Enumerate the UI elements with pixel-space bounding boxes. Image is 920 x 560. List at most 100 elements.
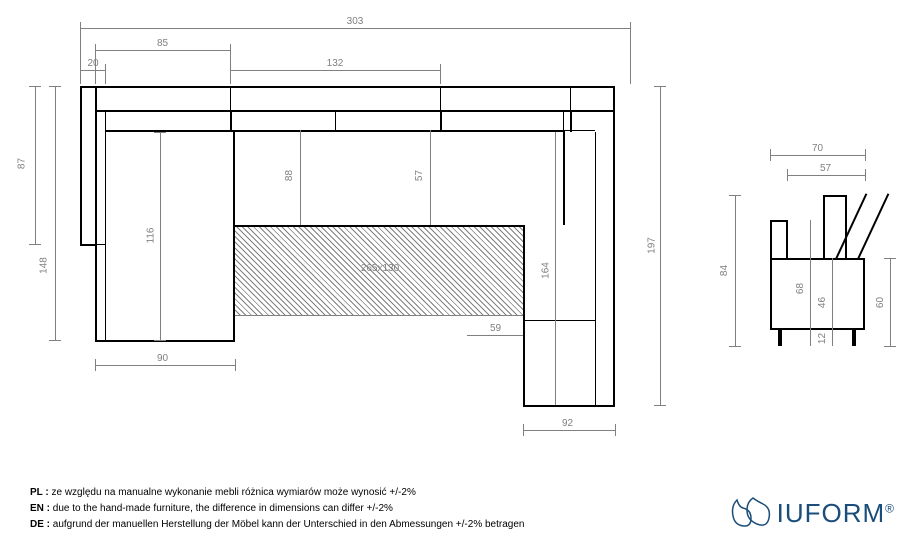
dim-20: 20 — [83, 58, 103, 69]
sofa-outline — [95, 110, 615, 112]
dim-tick — [523, 424, 524, 436]
dim-164-line — [555, 132, 556, 405]
sofa-internal — [230, 112, 232, 130]
dim-116-line — [160, 132, 161, 340]
dim-tick — [80, 22, 81, 34]
side-backrest — [823, 195, 847, 197]
dim-tick — [654, 86, 666, 87]
dim-59-line — [467, 335, 523, 336]
dim-92: 92 — [555, 418, 580, 429]
dim-tick — [49, 86, 61, 87]
dim-tick — [884, 346, 896, 347]
dim-tick — [654, 405, 666, 406]
dim-85: 85 — [150, 38, 175, 49]
dim-tick — [865, 169, 866, 181]
sofa-internal — [335, 112, 336, 130]
sofa-internal — [440, 87, 441, 110]
sofa-internal — [595, 132, 596, 405]
dim-s70-line — [770, 155, 865, 156]
side-backrest — [823, 195, 825, 258]
dim-tick — [29, 244, 41, 245]
dim-ext — [80, 34, 81, 84]
dim-s68: 68 — [795, 276, 806, 301]
dim-ext — [630, 34, 631, 84]
dim-303-line — [80, 28, 630, 29]
side-backrest — [845, 195, 847, 258]
dim-164: 164 — [541, 257, 552, 285]
sofa-internal — [105, 112, 106, 130]
dim-tick — [230, 44, 231, 56]
dim-20-line — [80, 70, 105, 71]
dim-148: 148 — [39, 252, 50, 280]
sofa-outline — [523, 225, 525, 405]
dim-116: 116 — [146, 222, 157, 250]
dim-tick — [95, 44, 96, 56]
dim-tick — [729, 346, 741, 347]
side-leg — [852, 330, 856, 346]
dim-tick — [29, 86, 41, 87]
sofa-outline — [95, 86, 97, 340]
sofa-internal — [97, 244, 105, 245]
dim-s57: 57 — [813, 163, 838, 174]
logo-icon — [729, 496, 771, 530]
dim-s60: 60 — [875, 290, 886, 315]
sofa-outline — [105, 130, 565, 132]
side-outline — [786, 220, 788, 258]
dim-s57-line — [787, 175, 865, 176]
dim-tick — [440, 64, 441, 76]
dim-ext — [440, 76, 441, 84]
dim-s68-line — [810, 220, 811, 346]
dim-s46: 46 — [817, 290, 828, 315]
dim-ext — [105, 76, 106, 84]
dim-tick — [865, 149, 866, 161]
notes-block: PL : ze względu na manualne wykonanie me… — [30, 485, 524, 533]
note-pl-text: ze względu na manualne wykonanie mebli r… — [52, 487, 416, 498]
dim-303: 303 — [340, 16, 370, 27]
dim-90-line — [95, 365, 235, 366]
dim-s84-line — [735, 195, 736, 346]
dim-s46-line — [832, 258, 833, 346]
logo-text: IUFORM® — [777, 498, 895, 529]
dim-tick — [615, 424, 616, 436]
sofa-outline — [95, 86, 615, 88]
note-pl-label: PL : — [30, 487, 49, 498]
dim-132: 132 — [320, 58, 350, 69]
dim-s60-line — [890, 258, 891, 346]
dim-87-line — [35, 86, 36, 244]
dim-tick — [630, 22, 631, 34]
drawing-canvas: 303 85 20 132 265x130 — [0, 0, 920, 560]
dim-197-line — [660, 86, 661, 405]
dim-148-line — [55, 86, 56, 340]
bed-label: 265x130 — [350, 263, 410, 274]
dim-90: 90 — [150, 353, 175, 364]
side-outline — [770, 258, 865, 260]
dim-85-line — [95, 50, 230, 51]
dim-tick — [154, 340, 166, 341]
note-de-text: aufgrund der manuellen Herstellung der M… — [53, 519, 525, 530]
side-outline — [770, 220, 772, 258]
sofa-outline — [613, 86, 615, 406]
dim-tick — [154, 132, 166, 133]
brand-logo: IUFORM® — [729, 496, 895, 530]
dim-ext — [95, 56, 96, 84]
dim-59: 59 — [483, 323, 508, 334]
dim-tick — [884, 258, 896, 259]
dim-s12: 12 — [817, 326, 828, 351]
dim-s70: 70 — [805, 143, 830, 154]
dim-s84: 84 — [719, 258, 730, 283]
sofa-internal — [525, 320, 595, 321]
sofa-internal — [230, 87, 231, 110]
note-de-label: DE : — [30, 519, 50, 530]
dim-88: 88 — [284, 163, 295, 188]
sofa-outline — [563, 130, 565, 225]
side-outline — [863, 258, 865, 328]
side-outline — [770, 258, 772, 328]
sofa-internal — [440, 112, 442, 130]
sofa-internal — [565, 130, 595, 131]
dim-ext — [230, 56, 231, 84]
sofa-internal — [563, 112, 564, 130]
sofa-outline — [570, 110, 572, 132]
note-en-label: EN : — [30, 503, 50, 514]
dim-57: 57 — [414, 163, 425, 188]
dim-tick — [787, 169, 788, 181]
